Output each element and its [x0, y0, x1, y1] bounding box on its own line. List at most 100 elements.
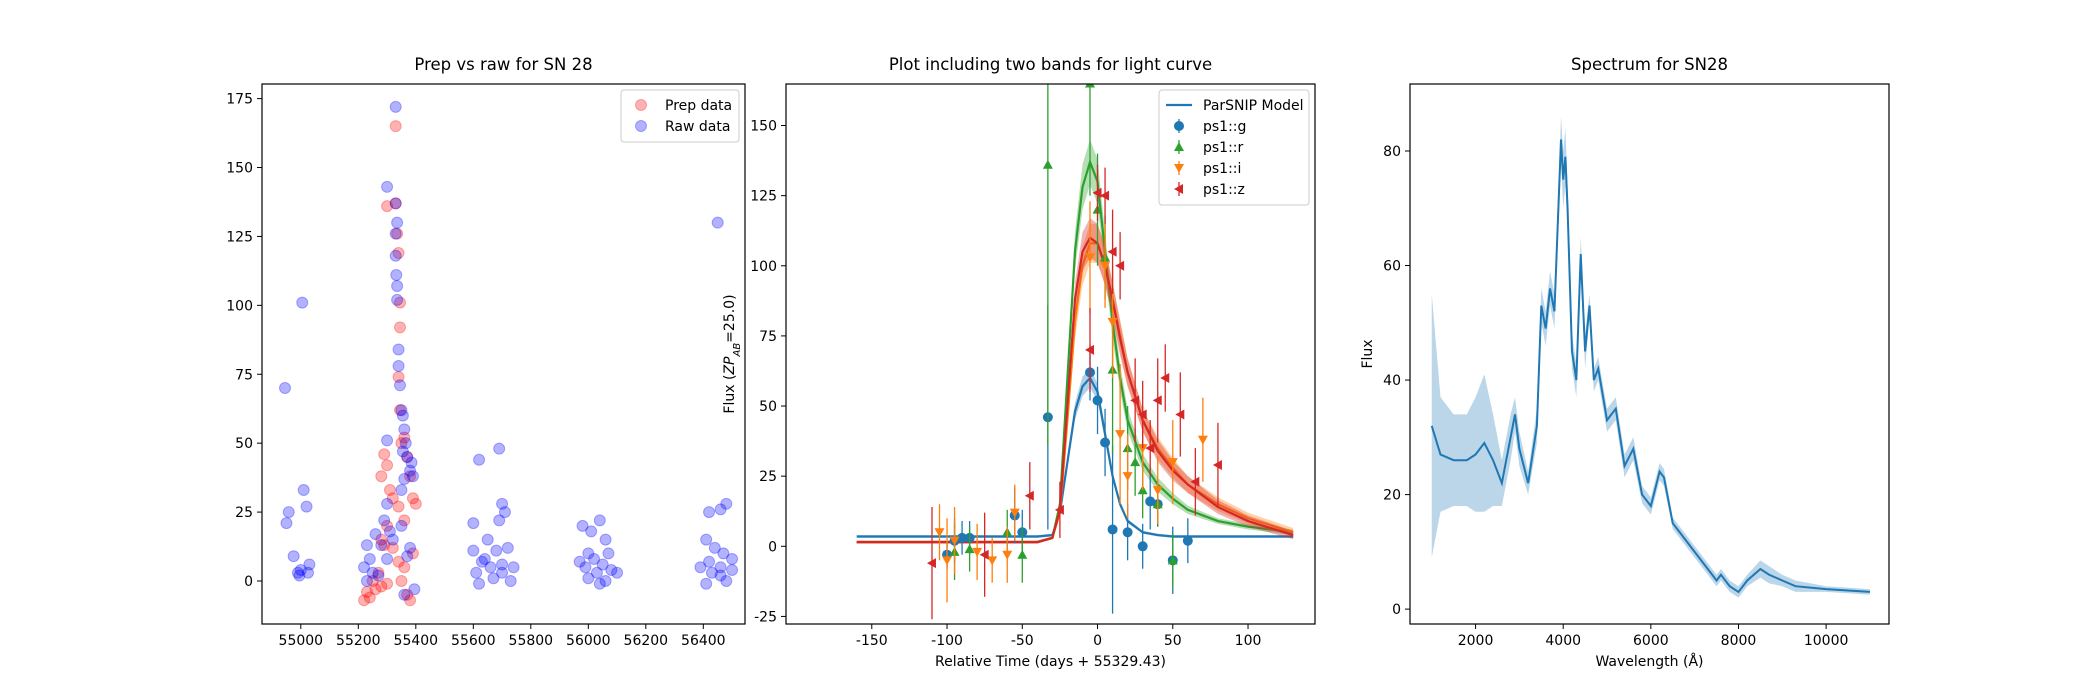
legend-marker	[635, 120, 647, 132]
scatter-point	[585, 525, 598, 538]
scatter-point	[404, 541, 417, 554]
data-point	[1085, 253, 1096, 263]
x-tick-label: 56200	[624, 633, 669, 649]
x-tick-label: 56000	[566, 633, 611, 649]
scatter-point	[467, 544, 480, 557]
scatter-point	[296, 296, 309, 309]
legend-marker	[635, 99, 647, 111]
data-point	[1130, 395, 1140, 406]
scatter-point	[406, 470, 419, 483]
scatter-point	[386, 533, 399, 546]
x-tick-label: 55800	[509, 633, 554, 649]
scatter-point	[588, 552, 601, 565]
scatter-point	[700, 533, 713, 546]
scatter-point	[478, 552, 491, 565]
data-point	[1137, 541, 1148, 552]
scatter-point	[467, 517, 480, 530]
scatter-point	[398, 473, 411, 486]
scatter-point	[363, 591, 376, 604]
data-point	[1175, 409, 1185, 420]
data-point	[1145, 443, 1155, 454]
y-tick-label: 50	[759, 399, 777, 415]
scatter-point	[406, 547, 419, 560]
data-point	[1145, 496, 1156, 507]
scatter-point	[372, 569, 385, 582]
scatter-point	[395, 519, 408, 532]
scatter-point	[391, 280, 404, 293]
scatter-point	[473, 577, 486, 590]
scatter-point	[366, 566, 379, 579]
scatter-point	[372, 566, 385, 579]
x-tick-label: 8000	[1721, 633, 1757, 649]
scatter-point	[386, 492, 399, 505]
scatter-point	[375, 533, 388, 546]
scatter-point	[596, 558, 609, 571]
y-tick-label: 40	[1383, 373, 1401, 389]
legend-label: Raw data	[665, 119, 730, 135]
scatter-point	[404, 464, 417, 477]
scatter-point	[360, 574, 373, 587]
legend-box	[620, 89, 740, 143]
legend-label: ParSNIP Model	[1203, 98, 1304, 114]
data-point	[1122, 527, 1133, 538]
scatter-point	[708, 541, 721, 554]
scatter-point	[378, 448, 391, 461]
scatter-point	[398, 431, 411, 444]
scatter-point	[720, 497, 733, 510]
data-point	[1009, 508, 1020, 518]
data-point	[1115, 260, 1125, 271]
scatter-point	[389, 227, 402, 240]
x-tick-label: -50	[1011, 633, 1034, 649]
x-tick-label: 6000	[1633, 633, 1669, 649]
x-axis-label: Relative Time (days + 55329.43)	[935, 654, 1166, 670]
y-tick-label: 25	[235, 505, 253, 521]
x-tick-label: 55600	[451, 633, 496, 649]
x-tick-label: 55400	[394, 633, 439, 649]
scatter-point	[582, 547, 595, 560]
scatter-point	[297, 484, 310, 497]
plot-area	[1430, 116, 1871, 598]
scatter-point	[389, 197, 402, 210]
scatter-point	[475, 555, 488, 568]
scatter-point	[487, 572, 500, 585]
y-tick-label: 20	[1383, 488, 1401, 504]
scatter-point	[381, 552, 394, 565]
scatter-point	[369, 583, 382, 596]
scatter-point	[611, 566, 624, 579]
scatter-point	[360, 539, 373, 552]
scatter-point	[405, 456, 418, 469]
scatter-point	[389, 120, 402, 133]
model-band	[856, 223, 1294, 544]
scatter-point	[280, 517, 293, 530]
data-point	[1085, 84, 1096, 88]
scatter-point	[493, 442, 506, 455]
scatter-point	[398, 561, 411, 574]
chart-title: Plot including two bands for light curve	[889, 55, 1212, 74]
scatter-point	[392, 371, 405, 384]
scatter-point	[496, 566, 509, 579]
scatter-point	[714, 503, 727, 516]
scatter-point	[282, 506, 295, 519]
scatter-point	[389, 249, 402, 262]
y-tick-label: 150	[750, 119, 777, 135]
scatter-point	[717, 547, 730, 560]
scatter-point	[392, 343, 405, 356]
legend-marker	[1174, 121, 1184, 131]
y-axis-label-part: =25.0)	[722, 294, 738, 342]
y-tick-label: -25	[754, 609, 777, 625]
data-point	[1100, 437, 1111, 448]
data-point	[1100, 261, 1111, 271]
scatter-point	[375, 470, 388, 483]
data-point	[1107, 246, 1117, 257]
y-axis-label: Flux (ZPAB=25.0)	[722, 294, 743, 413]
y-tick-label: 100	[750, 259, 777, 275]
legend-marker	[1174, 184, 1183, 194]
scatter-point	[396, 409, 409, 422]
legend-marker	[1174, 164, 1184, 173]
axes-frame	[1409, 83, 1890, 625]
data-point	[1092, 395, 1103, 406]
scatter-point	[395, 437, 408, 450]
data-point	[1197, 435, 1208, 445]
data-point	[1042, 159, 1053, 169]
data-point	[1054, 504, 1064, 515]
